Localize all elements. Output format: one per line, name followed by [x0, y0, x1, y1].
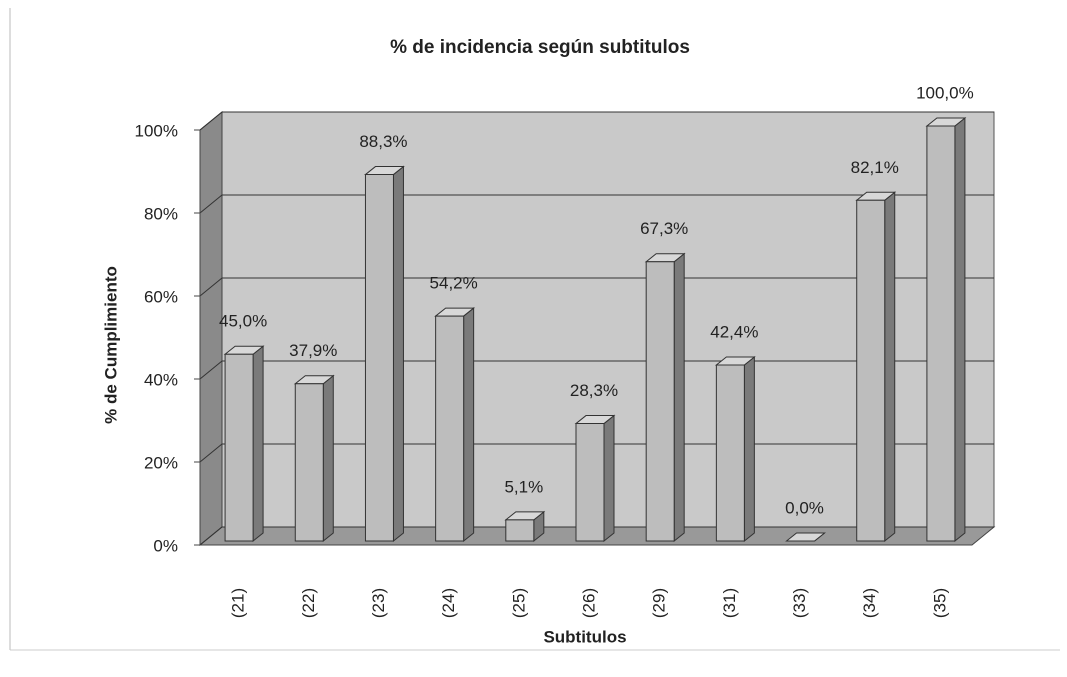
bar-front [505, 519, 535, 542]
value-label: 28,3% [570, 381, 618, 400]
bar-front [645, 261, 675, 542]
bar-front [856, 199, 886, 542]
x-tick-label: (21) [229, 588, 248, 618]
grid-line [199, 277, 994, 297]
value-label: 54,2% [430, 274, 478, 293]
bar [504, 510, 546, 543]
bar [364, 165, 405, 543]
bar-side [954, 116, 966, 543]
bar-side [673, 252, 685, 543]
value-label: 67,3% [640, 219, 688, 238]
value-label: 45,0% [219, 312, 267, 331]
bar [574, 414, 616, 543]
bar [644, 252, 686, 543]
bar-front [926, 125, 956, 542]
x-tick-label: (33) [790, 588, 809, 618]
x-tick-label: (26) [579, 588, 598, 618]
bar [223, 345, 265, 543]
bar [434, 307, 476, 543]
value-label: 37,9% [289, 341, 337, 360]
value-label: 42,4% [710, 323, 758, 342]
x-tick-label: (23) [369, 588, 388, 618]
x-tick-label: (24) [439, 588, 458, 618]
value-label: 82,1% [851, 158, 899, 177]
y-tick-label: 20% [144, 453, 178, 472]
bar-front [435, 315, 465, 542]
bar [714, 355, 756, 543]
bar-side [603, 414, 615, 543]
bar-side [463, 307, 475, 543]
bar [855, 191, 897, 543]
bar-side [884, 191, 896, 543]
bar-front [224, 353, 254, 542]
value-label: 88,3% [359, 132, 407, 151]
x-axis-title: Subtitulos [543, 627, 626, 646]
bar [925, 116, 967, 543]
x-tick-label: (29) [650, 588, 669, 618]
chart-title: % de incidencia según subtitulos [390, 37, 690, 58]
bar-front [364, 174, 394, 542]
y-axis-title: % de Cumplimiento [101, 266, 120, 424]
x-tick-label: (35) [930, 588, 949, 618]
grid-line [199, 111, 994, 131]
y-tick-label: 0% [153, 536, 178, 555]
bar-side [392, 165, 404, 543]
value-label: 100,0% [916, 83, 974, 102]
bar-front [715, 364, 745, 542]
bar-side [322, 374, 334, 543]
bar-front [294, 383, 324, 542]
x-tick-label: (31) [720, 588, 739, 618]
bar [293, 374, 335, 543]
bar-side [252, 345, 264, 543]
y-tick-label: 80% [144, 204, 178, 223]
y-tick-label: 60% [144, 287, 178, 306]
x-tick-label: (25) [509, 588, 528, 618]
bar [785, 532, 826, 542]
bar-front [575, 423, 605, 542]
value-label: 0,0% [785, 498, 824, 517]
bar-side [743, 355, 755, 543]
y-tick-label: 40% [144, 370, 178, 389]
grid-line [199, 194, 994, 214]
x-tick-label: (22) [299, 588, 318, 618]
y-tick-label: 100% [135, 121, 178, 140]
value-label: 5,1% [504, 477, 543, 496]
x-tick-label: (34) [860, 588, 879, 618]
